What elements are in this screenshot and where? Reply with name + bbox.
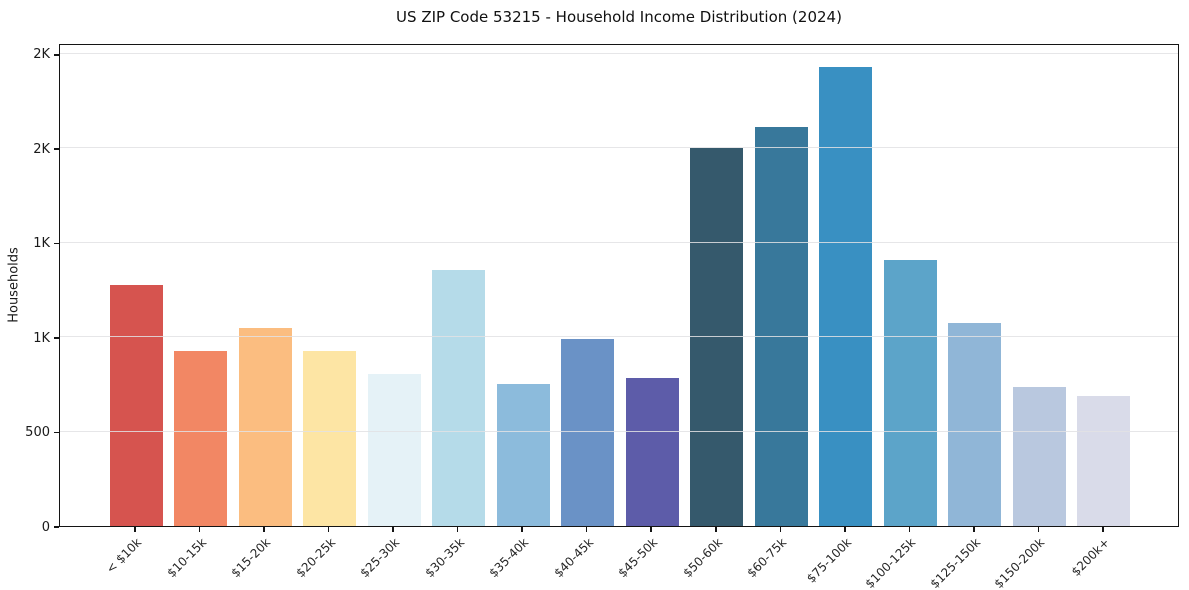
bar [1012, 387, 1066, 526]
y-axis-label: Households [6, 247, 22, 323]
y-tick-mark [54, 242, 59, 245]
bar [819, 67, 873, 526]
y-tick-mark [54, 526, 59, 528]
bar [625, 377, 679, 526]
y-tick-label: 1K [33, 236, 50, 252]
bar [883, 259, 937, 526]
y-tick-label: 2K [33, 141, 50, 157]
bar [174, 351, 228, 526]
plot-area [59, 44, 1179, 527]
gridline [60, 336, 1178, 338]
bar [367, 373, 421, 526]
y-tick-label: 1K [33, 330, 50, 346]
y-tick-label: 2K [33, 47, 50, 63]
x-tick-mark [844, 527, 846, 532]
x-tick-mark [263, 527, 265, 532]
y-tick-mark [54, 54, 59, 56]
x-tick-label: < $10k [103, 535, 145, 577]
x-tick-mark [392, 527, 394, 532]
bar [948, 322, 1002, 526]
y-tick-mark [54, 148, 59, 150]
x-tick-mark [715, 527, 717, 532]
bar [1077, 395, 1131, 526]
x-tick-mark [908, 527, 911, 532]
y-tick-label: 500 [25, 425, 50, 441]
chart-title: US ZIP Code 53215 - Household Income Dis… [396, 8, 842, 26]
x-tick-mark [521, 527, 523, 532]
gridline [60, 241, 1178, 243]
bar [561, 339, 615, 526]
bar [690, 148, 744, 526]
bar [496, 384, 550, 526]
x-tick-mark [973, 527, 975, 532]
x-tick-mark [198, 527, 201, 532]
gridline [60, 147, 1178, 149]
bar [432, 270, 486, 526]
bar [109, 285, 163, 526]
bar [754, 127, 808, 526]
x-tick-mark [456, 527, 459, 532]
x-tick-mark [1102, 527, 1104, 532]
gridline [60, 52, 1178, 54]
x-tick-mark [134, 527, 136, 532]
x-tick-mark [650, 527, 652, 532]
gridline [60, 430, 1178, 432]
x-tick-mark [585, 527, 588, 532]
bar [238, 327, 292, 526]
y-tick-mark [54, 431, 59, 434]
y-tick-label: 0 [41, 519, 50, 535]
bar [303, 351, 357, 526]
x-tick-mark [327, 527, 330, 532]
x-tick-mark [779, 527, 782, 532]
x-tick-mark [1037, 527, 1040, 532]
y-tick-mark [54, 337, 59, 339]
